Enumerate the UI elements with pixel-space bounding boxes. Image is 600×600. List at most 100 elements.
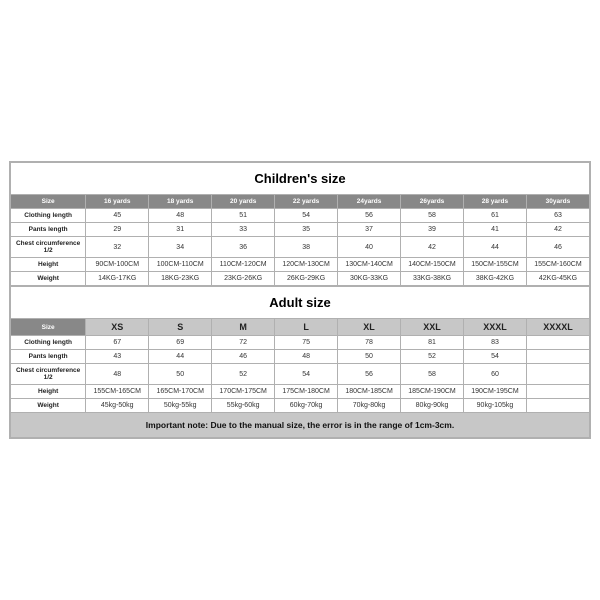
- children-cell: 37: [338, 223, 401, 237]
- adult-cell: 43: [86, 350, 149, 364]
- adult-cell: 70kg-80kg: [338, 399, 401, 413]
- adult-title: Adult size: [11, 287, 590, 319]
- adult-row: Weight45kg-50kg50kg-55kg55kg-60kg60kg-70…: [11, 399, 590, 413]
- adult-cell: 54: [463, 350, 526, 364]
- children-cell: 30KG-33KG: [338, 272, 401, 286]
- children-row: Weight14KG-17KG18KG-23KG23KG-26KG26KG-29…: [11, 272, 590, 286]
- children-cell: 42: [401, 237, 464, 258]
- children-header-row: Size 16 yards 18 yards 20 yards 22 yards…: [11, 195, 590, 209]
- adult-cell: [526, 336, 589, 350]
- adult-header: L: [275, 319, 338, 336]
- adult-cell: 155CM-165CM: [86, 385, 149, 399]
- children-table: Children's size Size 16 yards 18 yards 2…: [10, 162, 590, 286]
- adult-cell: [526, 364, 589, 385]
- children-header: 30yards: [526, 195, 589, 209]
- children-header: 16 yards: [86, 195, 149, 209]
- adult-cell: 45kg-50kg: [86, 399, 149, 413]
- children-row-label: Clothing length: [11, 209, 86, 223]
- adult-cell: 48: [275, 350, 338, 364]
- children-cell: 140CM-150CM: [401, 258, 464, 272]
- adult-cell: 60: [463, 364, 526, 385]
- children-header: 18 yards: [149, 195, 212, 209]
- children-cell: 56: [338, 209, 401, 223]
- adult-cell: 44: [149, 350, 212, 364]
- adult-cell: 75: [275, 336, 338, 350]
- adult-cell: 180CM-185CM: [338, 385, 401, 399]
- adult-cell: 81: [401, 336, 464, 350]
- adult-cell: [526, 350, 589, 364]
- children-cell: 100CM-110CM: [149, 258, 212, 272]
- adult-cell: 50: [338, 350, 401, 364]
- adult-header: XXXL: [463, 319, 526, 336]
- children-cell: 34: [149, 237, 212, 258]
- adult-cell: 54: [275, 364, 338, 385]
- children-cell: 26KG-29KG: [275, 272, 338, 286]
- adult-header-row: Size XS S M L XL XXL XXXL XXXXL: [11, 319, 590, 336]
- adult-header: XXXXL: [526, 319, 589, 336]
- adult-row: Height155CM-165CM165CM-170CM170CM-175CM1…: [11, 385, 590, 399]
- adult-cell: 52: [212, 364, 275, 385]
- children-cell: 61: [463, 209, 526, 223]
- adult-row-label: Chest circumference 1/2: [11, 364, 86, 385]
- children-cell: 58: [401, 209, 464, 223]
- adult-cell: 90kg-105kg: [463, 399, 526, 413]
- adult-cell: [526, 399, 589, 413]
- adult-cell: 69: [149, 336, 212, 350]
- adult-row-label: Height: [11, 385, 86, 399]
- children-cell: 23KG-26KG: [212, 272, 275, 286]
- children-cell: 35: [275, 223, 338, 237]
- children-header: 26yards: [401, 195, 464, 209]
- important-note: Important note: Due to the manual size, …: [11, 413, 590, 438]
- children-header: 28 yards: [463, 195, 526, 209]
- adult-cell: 80kg-90kg: [401, 399, 464, 413]
- children-row: Pants length2931333537394142: [11, 223, 590, 237]
- adult-cell: 190CM-195CM: [463, 385, 526, 399]
- size-chart-container: Children's size Size 16 yards 18 yards 2…: [9, 161, 591, 439]
- adult-cell: 50: [149, 364, 212, 385]
- children-cell: 110CM-120CM: [212, 258, 275, 272]
- children-row-label: Pants length: [11, 223, 86, 237]
- children-cell: 63: [526, 209, 589, 223]
- children-header: 20 yards: [212, 195, 275, 209]
- children-cell: 33: [212, 223, 275, 237]
- adult-cell: [526, 385, 589, 399]
- children-cell: 44: [463, 237, 526, 258]
- children-cell: 120CM-130CM: [275, 258, 338, 272]
- adult-row: Chest circumference 1/248505254565860: [11, 364, 590, 385]
- adult-cell: 185CM-190CM: [401, 385, 464, 399]
- adult-header: XS: [86, 319, 149, 336]
- adult-header: Size: [11, 319, 86, 336]
- adult-title-row: Adult size: [11, 287, 590, 319]
- children-cell: 36: [212, 237, 275, 258]
- adult-cell: 175CM-180CM: [275, 385, 338, 399]
- children-cell: 54: [275, 209, 338, 223]
- adult-cell: 46: [212, 350, 275, 364]
- children-cell: 155CM-160CM: [526, 258, 589, 272]
- children-title: Children's size: [11, 163, 590, 195]
- adult-cell: 50kg-55kg: [149, 399, 212, 413]
- adult-row-label: Clothing length: [11, 336, 86, 350]
- adult-cell: 83: [463, 336, 526, 350]
- children-cell: 46: [526, 237, 589, 258]
- adult-cell: 52: [401, 350, 464, 364]
- adult-cell: 56: [338, 364, 401, 385]
- children-row-label: Weight: [11, 272, 86, 286]
- children-cell: 51: [212, 209, 275, 223]
- children-cell: 32: [86, 237, 149, 258]
- adult-cell: 48: [86, 364, 149, 385]
- adult-cell: 60kg-70kg: [275, 399, 338, 413]
- children-cell: 38: [275, 237, 338, 258]
- children-cell: 38KG-42KG: [463, 272, 526, 286]
- children-header: Size: [11, 195, 86, 209]
- adult-header: M: [212, 319, 275, 336]
- adult-cell: 72: [212, 336, 275, 350]
- children-row: Height90CM-100CM100CM-110CM110CM-120CM12…: [11, 258, 590, 272]
- children-cell: 18KG-23KG: [149, 272, 212, 286]
- children-cell: 42: [526, 223, 589, 237]
- children-cell: 130CM-140CM: [338, 258, 401, 272]
- children-title-row: Children's size: [11, 163, 590, 195]
- children-cell: 33KG-38KG: [401, 272, 464, 286]
- adult-cell: 78: [338, 336, 401, 350]
- adult-table: Adult size Size XS S M L XL XXL XXXL XXX…: [10, 286, 590, 438]
- adult-cell: 165CM-170CM: [149, 385, 212, 399]
